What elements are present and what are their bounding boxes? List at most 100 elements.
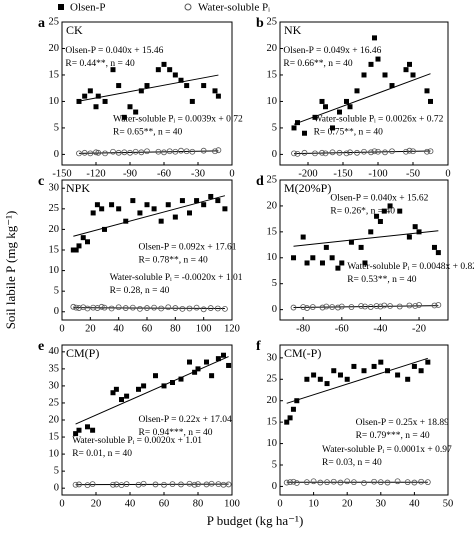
point bbox=[179, 198, 185, 204]
point bbox=[301, 149, 308, 156]
point bbox=[323, 244, 329, 250]
annotation: R= 0.78**, n = 40 bbox=[139, 255, 209, 265]
point bbox=[116, 83, 122, 89]
y-tick-label: 15 bbox=[267, 226, 278, 237]
point bbox=[119, 397, 124, 403]
point bbox=[294, 398, 300, 404]
point bbox=[115, 149, 122, 156]
point bbox=[330, 478, 337, 485]
point bbox=[140, 480, 147, 487]
y-tick-label: 10 bbox=[49, 96, 60, 107]
point bbox=[113, 386, 119, 392]
point bbox=[110, 148, 116, 155]
point bbox=[183, 148, 190, 155]
y-tick-label: 5 bbox=[272, 278, 277, 289]
y-tick-label: 10 bbox=[49, 265, 60, 276]
point bbox=[431, 302, 438, 309]
point bbox=[215, 147, 222, 154]
trend-line bbox=[286, 357, 428, 404]
point bbox=[87, 88, 93, 94]
point bbox=[375, 148, 381, 155]
point bbox=[189, 148, 196, 155]
panel-letter: c bbox=[38, 174, 44, 189]
point bbox=[389, 83, 395, 89]
annotation: Olsen-P = 0.040x + 15.46 bbox=[65, 46, 163, 56]
point bbox=[172, 72, 178, 78]
point bbox=[361, 368, 367, 374]
annotation: Water-soluble Pᵢ = 0.0048x + 0.82 bbox=[347, 262, 474, 272]
annotation: R= 0.65**, n = 40 bbox=[113, 127, 183, 137]
point bbox=[121, 149, 128, 156]
point bbox=[193, 304, 200, 311]
x-tick-label: 0 bbox=[59, 323, 64, 334]
point bbox=[90, 210, 96, 216]
point bbox=[189, 98, 195, 104]
y-tick-label: 15 bbox=[49, 69, 60, 80]
y-tick-label: 40 bbox=[49, 346, 60, 357]
point bbox=[141, 383, 147, 389]
annotation: Water-soluble Pᵢ = 0.0039x + 0.72 bbox=[113, 114, 243, 124]
point bbox=[73, 431, 79, 437]
point bbox=[178, 376, 184, 382]
x-tick-label: -40 bbox=[373, 323, 387, 334]
point bbox=[191, 481, 198, 488]
y-tick-label: 5 bbox=[54, 466, 59, 477]
point bbox=[80, 304, 87, 311]
point bbox=[377, 218, 383, 224]
point bbox=[304, 305, 310, 311]
point bbox=[201, 83, 207, 89]
point bbox=[102, 150, 108, 157]
point bbox=[101, 304, 108, 311]
point bbox=[136, 386, 141, 392]
point bbox=[208, 193, 214, 199]
annotation: Olsen-P = 0.25x + 18.89 bbox=[356, 418, 449, 428]
point bbox=[172, 305, 179, 311]
point bbox=[329, 255, 335, 261]
point bbox=[194, 198, 200, 204]
annotation: R= 0.26*, n = 40 bbox=[330, 206, 395, 216]
point bbox=[377, 303, 384, 310]
point bbox=[317, 376, 323, 382]
y-tick-label: 30 bbox=[49, 183, 60, 194]
point bbox=[312, 114, 318, 120]
point bbox=[344, 98, 349, 104]
x-tick-label: 60 bbox=[159, 498, 170, 509]
annotation: R= 0.03, n = 40 bbox=[322, 458, 382, 468]
legend-label: Olsen-P bbox=[70, 2, 105, 14]
y-tick-label: 0 bbox=[272, 304, 277, 315]
point bbox=[410, 148, 416, 155]
point bbox=[144, 148, 150, 155]
point bbox=[416, 229, 422, 235]
point bbox=[303, 479, 310, 486]
annotation: R= 0.44**, n = 40 bbox=[65, 59, 135, 69]
point bbox=[381, 302, 388, 309]
point bbox=[124, 393, 130, 399]
point bbox=[287, 415, 293, 421]
point bbox=[331, 368, 337, 374]
point bbox=[172, 148, 179, 155]
point bbox=[405, 376, 411, 382]
point bbox=[335, 265, 341, 271]
y-tick-label: 15 bbox=[267, 69, 278, 80]
point bbox=[93, 149, 99, 156]
y-tick-label: 15 bbox=[49, 431, 60, 442]
point bbox=[358, 303, 365, 309]
point bbox=[84, 305, 91, 312]
y-tick-label: 30 bbox=[49, 380, 60, 391]
x-tick-label: 40 bbox=[125, 498, 136, 509]
point bbox=[351, 479, 357, 486]
panel-title: CM(-P) bbox=[284, 346, 321, 360]
point bbox=[319, 304, 326, 311]
panel-letter: f bbox=[256, 339, 261, 354]
point bbox=[381, 208, 387, 214]
point bbox=[367, 304, 374, 310]
point bbox=[76, 427, 82, 433]
x-tick-label: -100 bbox=[368, 168, 387, 179]
point bbox=[312, 150, 318, 157]
point bbox=[195, 481, 201, 487]
trend-line bbox=[293, 305, 439, 308]
y-tick-label: 25 bbox=[267, 174, 278, 185]
point bbox=[76, 150, 82, 157]
y-tick-label: 20 bbox=[267, 395, 278, 406]
panel-title: NK bbox=[284, 23, 302, 37]
